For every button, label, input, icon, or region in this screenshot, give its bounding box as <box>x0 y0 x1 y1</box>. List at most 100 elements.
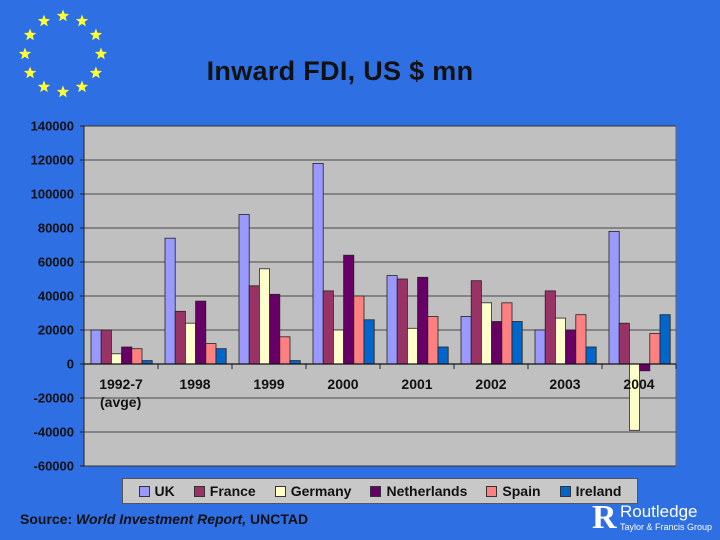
legend-label: UK <box>154 483 175 499</box>
legend-label: Germany <box>290 483 352 499</box>
bar-uk <box>460 315 472 365</box>
bar-france <box>544 290 556 365</box>
bar-ireland <box>659 314 671 365</box>
x-category-label: 2003 <box>549 376 580 392</box>
legend-label: Spain <box>502 483 541 499</box>
legend-item-ireland: Ireland <box>559 483 622 499</box>
legend-swatch <box>193 485 205 497</box>
logo-subtitle: Taylor & Francis Group <box>620 522 713 532</box>
bar-netherlands <box>195 300 207 365</box>
bar-netherlands <box>639 363 651 372</box>
star-icon <box>75 80 89 93</box>
bar-spain <box>279 336 291 365</box>
star-icon <box>89 66 103 79</box>
legend-swatch <box>486 485 498 497</box>
bar-netherlands <box>417 276 429 365</box>
bar-france <box>618 322 630 365</box>
y-tick-label: 60000 <box>38 255 74 270</box>
publisher-logo: R Routledge Taylor & Francis Group <box>592 500 714 536</box>
y-tick-label: 100000 <box>31 187 74 202</box>
chart-legend: UK France Germany Netherlands Spain Ireland <box>122 478 638 504</box>
bar-uk <box>386 275 398 365</box>
y-tick-label: 20000 <box>38 323 74 338</box>
legend-item-netherlands: Netherlands <box>370 483 467 499</box>
bar-spain <box>575 314 587 365</box>
y-tick-label: 40000 <box>38 289 74 304</box>
eu-stars-logo <box>18 9 108 98</box>
y-tick-label: 80000 <box>38 221 74 236</box>
bar-france <box>470 280 482 365</box>
source-prefix: Source: <box>20 511 73 527</box>
bar-ireland <box>363 319 375 365</box>
star-icon <box>89 28 103 41</box>
logo-letter: R <box>592 499 617 536</box>
y-tick-label: -20000 <box>34 391 74 406</box>
star-icon <box>56 9 70 22</box>
legend-swatch <box>138 485 150 497</box>
y-tick-label: 0 <box>67 357 74 372</box>
star-icon <box>23 28 37 41</box>
bar-uk <box>90 329 102 365</box>
star-icon <box>37 80 51 93</box>
legend-item-uk: UK <box>138 483 175 499</box>
bar-netherlands <box>269 293 281 365</box>
legend-label: France <box>209 483 256 499</box>
x-category-label: 2000 <box>327 376 358 392</box>
y-tick-label: 140000 <box>31 119 74 134</box>
bar-netherlands <box>343 254 355 365</box>
bar-france <box>248 285 260 365</box>
bar-uk <box>534 329 546 365</box>
y-tick-label: -40000 <box>34 425 74 440</box>
source-note: Source: World Investment Report, UNCTAD <box>20 511 308 527</box>
bar-germany <box>480 302 492 365</box>
x-category-label: (avge) <box>100 394 141 410</box>
x-category-label: 1992-7 <box>99 376 143 392</box>
bar-uk <box>312 162 324 365</box>
bar-spain <box>131 348 143 365</box>
bar-netherlands <box>491 321 503 365</box>
bar-ireland <box>585 346 597 365</box>
star-icon <box>75 14 89 27</box>
bar-germany <box>332 329 344 365</box>
logo-name: Routledge <box>620 502 698 521</box>
bar-france <box>322 290 334 365</box>
x-category-label: 2001 <box>401 376 432 392</box>
x-category-label: 2002 <box>475 376 506 392</box>
legend-label: Ireland <box>575 483 622 499</box>
source-org: UNCTAD <box>250 511 309 527</box>
bar-chart: 140000 120000 100000 80000 60000 40000 20000 0 -… <box>31 119 677 474</box>
bar-ireland <box>511 321 523 365</box>
x-category-label: 1998 <box>179 376 210 392</box>
legend-item-spain: Spain <box>486 483 541 499</box>
bar-ireland <box>437 346 449 365</box>
bar-netherlands <box>565 329 577 365</box>
bar-germany <box>111 353 123 365</box>
chart-title: Inward FDI, US $ mn <box>206 56 474 86</box>
star-icon <box>94 47 108 60</box>
legend-label: Netherlands <box>386 483 468 499</box>
bar-germany <box>258 268 270 365</box>
x-category-label: 2004 <box>623 376 654 392</box>
bar-spain <box>353 295 365 365</box>
bar-germany <box>629 363 641 431</box>
source-report: World Investment Report, <box>76 511 247 527</box>
bar-germany <box>406 327 418 365</box>
bar-germany <box>184 322 196 365</box>
bar-france <box>100 329 112 365</box>
x-category-label: 1999 <box>253 376 284 392</box>
bar-france <box>396 278 408 365</box>
y-tick-label: -60000 <box>34 459 74 474</box>
bar-spain <box>205 343 217 365</box>
bar-uk <box>164 237 176 365</box>
legend-item-france: France <box>193 483 256 499</box>
legend-item-germany: Germany <box>274 483 352 499</box>
bar-ireland <box>215 348 227 365</box>
bar-spain <box>649 332 661 365</box>
y-tick-label: 120000 <box>31 153 74 168</box>
bar-uk <box>238 213 250 365</box>
star-icon <box>23 66 37 79</box>
legend-swatch <box>274 485 286 497</box>
bar-uk <box>608 230 620 365</box>
bar-germany <box>555 317 567 365</box>
bar-france <box>174 310 186 365</box>
